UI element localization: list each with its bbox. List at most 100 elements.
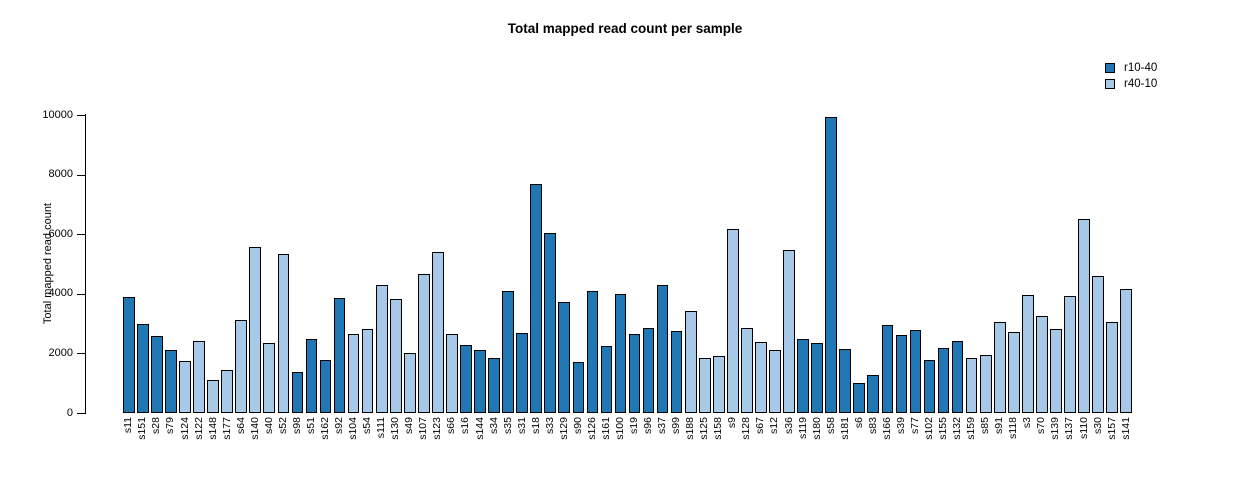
x-tick-label: s111 bbox=[375, 417, 388, 439]
bar-s30 bbox=[1092, 275, 1104, 413]
x-tick-label: s104 bbox=[347, 417, 360, 440]
x-tick-cell: s177 bbox=[221, 417, 233, 487]
x-tick-label: s157 bbox=[1105, 417, 1118, 440]
x-tick-label: s79 bbox=[164, 417, 177, 434]
x-tick-label: s130 bbox=[389, 417, 402, 440]
x-tick-cell: s49 bbox=[403, 417, 416, 487]
y-axis-title-text: Total mapped read count bbox=[42, 203, 54, 325]
x-tick-cell: s148 bbox=[207, 417, 219, 487]
bar-s12 bbox=[769, 349, 781, 413]
x-tick-cell: s36 bbox=[783, 417, 795, 487]
x-tick-label: s139 bbox=[1049, 417, 1062, 440]
x-tick-label: s161 bbox=[599, 417, 612, 440]
x-tick-label: s19 bbox=[628, 417, 641, 434]
legend-item-r40-10: r40-10 bbox=[1105, 78, 1157, 90]
bar-s96 bbox=[642, 328, 655, 413]
x-tick-cell: s123 bbox=[431, 417, 444, 487]
chart-title: Total mapped read count per sample bbox=[507, 21, 743, 36]
x-tick-cell: s110 bbox=[1078, 417, 1090, 487]
x-tick-label: s119 bbox=[796, 417, 809, 439]
bar-s37 bbox=[656, 284, 669, 413]
x-tick-label: s124 bbox=[178, 417, 191, 440]
x-tick-label: s100 bbox=[613, 417, 626, 440]
x-tick-cell: s140 bbox=[249, 417, 261, 487]
x-tick-cell: s188 bbox=[684, 417, 697, 487]
bar-s49 bbox=[403, 353, 416, 413]
x-tick-cell: s70 bbox=[1035, 417, 1048, 487]
bar-s122 bbox=[193, 340, 205, 413]
x-tick-label: s159 bbox=[965, 417, 978, 440]
x-tick-label: s122 bbox=[192, 417, 205, 440]
bar-s162 bbox=[319, 360, 332, 413]
bar-s11 bbox=[123, 297, 135, 413]
x-tick-cell: s141 bbox=[1120, 417, 1132, 487]
bar-s99 bbox=[670, 330, 683, 413]
x-tick-cell: s99 bbox=[670, 417, 683, 487]
x-tick-cell: s158 bbox=[712, 417, 725, 487]
x-tick-cell: s37 bbox=[656, 417, 669, 487]
x-tick-label: s35 bbox=[501, 417, 514, 434]
bar-s177 bbox=[221, 370, 233, 413]
x-tick-label: s158 bbox=[712, 417, 725, 440]
x-tick-label: s155 bbox=[937, 417, 950, 440]
x-tick-label: s132 bbox=[951, 417, 964, 440]
bar-s90 bbox=[572, 362, 585, 413]
bar-s9 bbox=[727, 229, 739, 413]
x-tick-cell: s151 bbox=[136, 417, 149, 487]
x-tick-label: s33 bbox=[543, 417, 556, 434]
x-tick-label: s125 bbox=[698, 417, 711, 440]
x-tick-cell: s122 bbox=[193, 417, 205, 487]
y-tick-mark bbox=[77, 115, 85, 116]
x-tick-cell: s137 bbox=[1063, 417, 1076, 487]
x-tick-cell: s34 bbox=[488, 417, 500, 487]
x-tick-label: s110 bbox=[1077, 417, 1090, 439]
x-tick-label: s52 bbox=[276, 417, 289, 434]
x-tick-cell: s16 bbox=[459, 417, 472, 487]
x-tick-label: s137 bbox=[1063, 417, 1076, 440]
bar-s180 bbox=[811, 343, 823, 413]
bar-s128 bbox=[741, 328, 753, 413]
x-tick-cell: s35 bbox=[502, 417, 514, 487]
y-tick-label: 2000 bbox=[48, 346, 73, 359]
x-tick-cell: s9 bbox=[726, 417, 739, 487]
y-tick-mark bbox=[77, 174, 85, 176]
bar-s39 bbox=[895, 335, 908, 413]
x-tick-cell: s124 bbox=[179, 417, 191, 487]
x-tick-label: s6 bbox=[852, 417, 865, 429]
x-tick-cell: s104 bbox=[347, 417, 360, 487]
y-tick-label: 8000 bbox=[48, 168, 73, 181]
x-tick-label: s18 bbox=[529, 417, 542, 434]
x-tick-label: s67 bbox=[754, 417, 767, 434]
x-tick-cell: s28 bbox=[150, 417, 163, 487]
bar-s33 bbox=[544, 233, 557, 413]
x-axis-labels: s11 s151 s28 s79 s124 s122 s148 s177 s64 s140 s40 s… bbox=[122, 417, 1132, 487]
bar-s36 bbox=[783, 249, 795, 413]
y-tick-label: 0 bbox=[66, 406, 73, 419]
bar-s18 bbox=[530, 184, 543, 413]
bar-s98 bbox=[291, 372, 304, 413]
bar-s137 bbox=[1064, 296, 1076, 413]
bar-s125 bbox=[698, 357, 711, 413]
bar-s91 bbox=[993, 322, 1006, 413]
x-tick-cell: s129 bbox=[558, 417, 570, 487]
x-tick-cell: s18 bbox=[530, 417, 542, 487]
legend-swatch-dark-blue bbox=[1105, 63, 1115, 73]
x-tick-cell: s64 bbox=[235, 417, 247, 487]
y-tick-mark bbox=[77, 413, 85, 414]
x-tick-label: s36 bbox=[782, 417, 795, 434]
bar-s66 bbox=[446, 334, 458, 413]
x-tick-label: s3 bbox=[1021, 417, 1034, 429]
bar-s40 bbox=[263, 343, 276, 413]
x-tick-cell: s40 bbox=[263, 417, 275, 487]
x-tick-label: s126 bbox=[585, 417, 598, 440]
x-tick-cell: s3 bbox=[1021, 417, 1034, 487]
x-tick-label: s162 bbox=[318, 417, 331, 440]
x-tick-cell: s161 bbox=[599, 417, 613, 487]
x-tick-label: s77 bbox=[908, 417, 921, 434]
bar-s188 bbox=[684, 310, 697, 413]
x-tick-label: s188 bbox=[684, 417, 697, 440]
x-tick-label: s28 bbox=[150, 417, 163, 434]
x-tick-cell: s102 bbox=[923, 417, 936, 487]
x-tick-cell: s111 bbox=[375, 417, 388, 487]
x-tick-cell: s19 bbox=[628, 417, 641, 487]
